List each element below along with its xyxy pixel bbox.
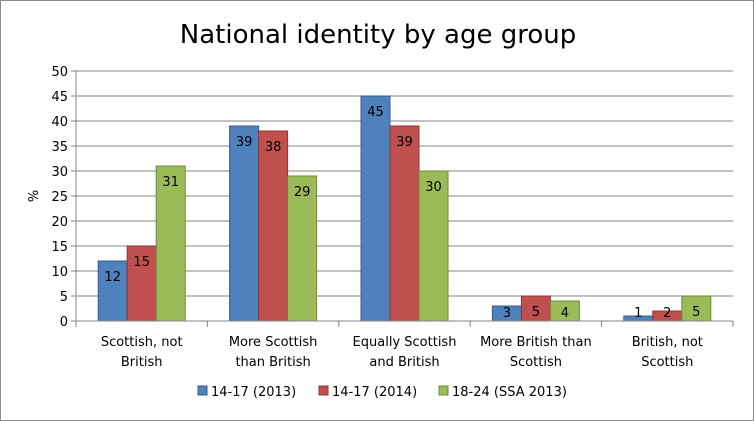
x-category-label: Scottish, not <box>101 335 183 350</box>
legend-label: 18-24 (SSA 2013) <box>452 385 567 400</box>
x-category-label: More Scottish <box>229 335 318 350</box>
legend: 14-17 (2013) 14-17 (2014) 18-24 (SSA 2013) <box>197 385 567 400</box>
y-tick-label: 25 <box>51 190 68 205</box>
chart-title: National identity by age group <box>180 20 576 50</box>
data-label: 2 <box>663 306 671 321</box>
y-tick-label: 30 <box>51 165 68 180</box>
data-label: 4 <box>561 306 569 321</box>
bar <box>155 165 186 322</box>
y-tick-label: 50 <box>51 65 68 80</box>
bar <box>229 125 260 322</box>
data-label: 5 <box>532 305 540 320</box>
data-label: 5 <box>692 305 700 320</box>
bar <box>287 175 318 322</box>
data-label: 3 <box>503 306 511 321</box>
y-tick-label: 20 <box>51 215 68 230</box>
bars <box>97 95 712 322</box>
x-category-label: than British <box>235 355 310 370</box>
data-label: 12 <box>104 270 121 285</box>
data-label: 31 <box>162 175 179 190</box>
bar <box>258 130 289 322</box>
data-label: 39 <box>236 135 253 150</box>
x-category-label: British <box>121 355 163 370</box>
data-label: 29 <box>294 185 311 200</box>
data-label: 39 <box>396 135 413 150</box>
bar <box>520 295 551 322</box>
y-tick-label: 10 <box>51 265 68 280</box>
x-axis-categories: Scottish, not British More Scottish than Br… <box>101 335 703 370</box>
data-label: 15 <box>133 255 150 270</box>
y-axis-label: % <box>27 190 42 202</box>
x-category-label: Scottish <box>510 355 562 370</box>
data-label: 30 <box>425 180 442 195</box>
y-tick-label: 15 <box>51 240 68 255</box>
x-category-label: Equally Scottish <box>353 335 457 350</box>
y-tick-label: 5 <box>60 290 68 305</box>
data-label: 38 <box>265 140 282 155</box>
bar <box>389 125 420 322</box>
y-tick-label: 45 <box>51 90 68 105</box>
legend-swatch <box>318 385 329 396</box>
legend-label: 14-17 (2013) <box>211 385 296 400</box>
y-tick-label: 0 <box>60 315 68 330</box>
legend-swatch <box>197 385 208 396</box>
x-category-label: Scottish <box>641 355 693 370</box>
x-category-label: British, not <box>632 335 703 350</box>
legend-swatch <box>438 385 449 396</box>
x-category-label: More British than <box>480 335 592 350</box>
x-category-label: and British <box>369 355 439 370</box>
data-label: 1 <box>634 306 642 321</box>
y-tick-label: 40 <box>51 115 68 130</box>
bar <box>681 295 712 322</box>
axes <box>75 71 734 327</box>
bar <box>360 95 391 322</box>
y-axis-ticks: 0 5 10 15 20 25 30 35 40 45 50 <box>51 65 76 330</box>
bar <box>418 170 449 322</box>
legend-label: 14-17 (2014) <box>332 385 417 400</box>
data-label: 45 <box>367 105 384 120</box>
y-tick-label: 35 <box>51 140 68 155</box>
